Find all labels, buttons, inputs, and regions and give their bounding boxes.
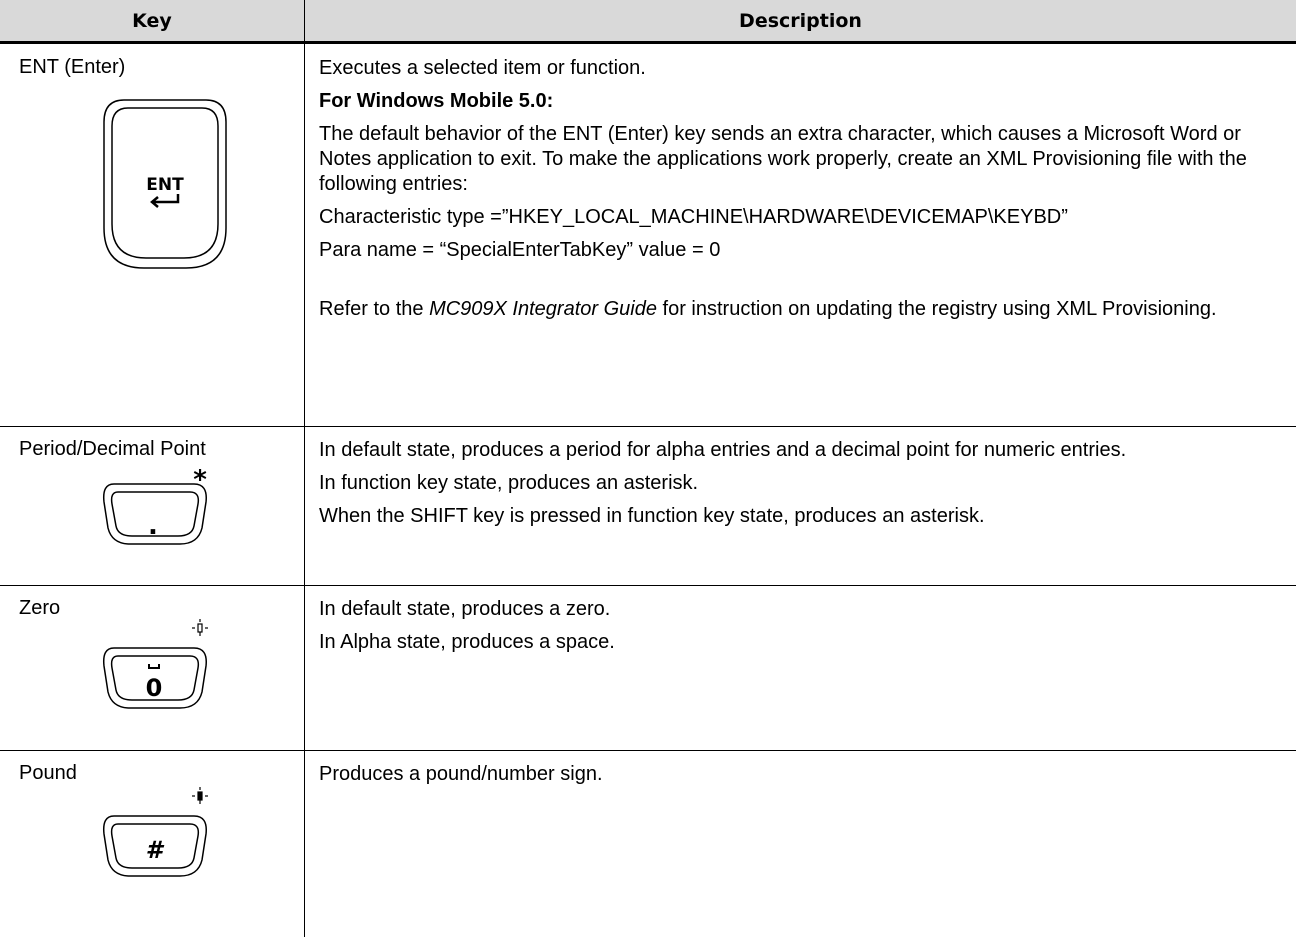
row-divider <box>0 585 1296 586</box>
key-icon: ENT <box>103 99 227 269</box>
key-name: Pound <box>19 762 77 784</box>
key-name: ENT (Enter) <box>19 56 126 78</box>
key-label: . <box>148 511 158 541</box>
key-name: Period/Decimal Point <box>19 438 206 460</box>
text: Refer to the <box>319 298 430 320</box>
paragraph: In default state, produces a zero. <box>319 598 611 620</box>
description: Produces a pound/number sign. <box>319 762 1289 795</box>
text: for instruction on updating the registry… <box>656 298 1217 320</box>
paragraph: In Alpha state, produces a space. <box>319 631 615 653</box>
header-cell: Key <box>0 0 304 44</box>
paragraph: In default state, produces a period for … <box>319 439 1127 461</box>
paragraph: For Windows Mobile 5.0: <box>319 90 554 112</box>
description: Executes a selected item or function. Fo… <box>319 56 1289 330</box>
key-label: # <box>146 836 165 864</box>
italic-text: MC909X Integrator Guide <box>429 298 657 320</box>
row-divider <box>0 750 1296 751</box>
key-corner-label: * <box>193 465 207 495</box>
key-label: ENT <box>146 175 184 195</box>
key-icon: . * <box>102 465 207 545</box>
description: In default state, produces a period for … <box>319 438 1289 537</box>
paragraph: The default behavior of the ENT (Enter) … <box>319 123 1247 195</box>
column-divider <box>304 0 305 937</box>
paragraph: In function key state, produces an aster… <box>319 472 699 494</box>
paragraph: Para name = “SpecialEnterTabKey” value =… <box>319 239 721 261</box>
paragraph: Produces a pound/number sign. <box>319 763 603 785</box>
light-icon <box>192 787 208 804</box>
paragraph: Characteristic type =”HKEY_LOCAL_MACHINE… <box>319 206 1068 228</box>
key-icon: # <box>102 787 208 877</box>
paragraph: When the SHIFT key is pressed in functio… <box>319 505 985 527</box>
key-icon: 0 <box>102 619 208 709</box>
key-label: 0 <box>146 674 163 702</box>
header-cell: Description <box>305 0 1296 44</box>
row-divider <box>0 426 1296 427</box>
paragraph: Executes a selected item or function. <box>319 57 646 79</box>
light-icon <box>192 619 208 636</box>
key-name: Zero <box>19 597 61 619</box>
paragraph: Refer to the MC909X Integrator Guide for… <box>319 297 1289 322</box>
description: In default state, produces a zero. In Al… <box>319 597 1289 663</box>
